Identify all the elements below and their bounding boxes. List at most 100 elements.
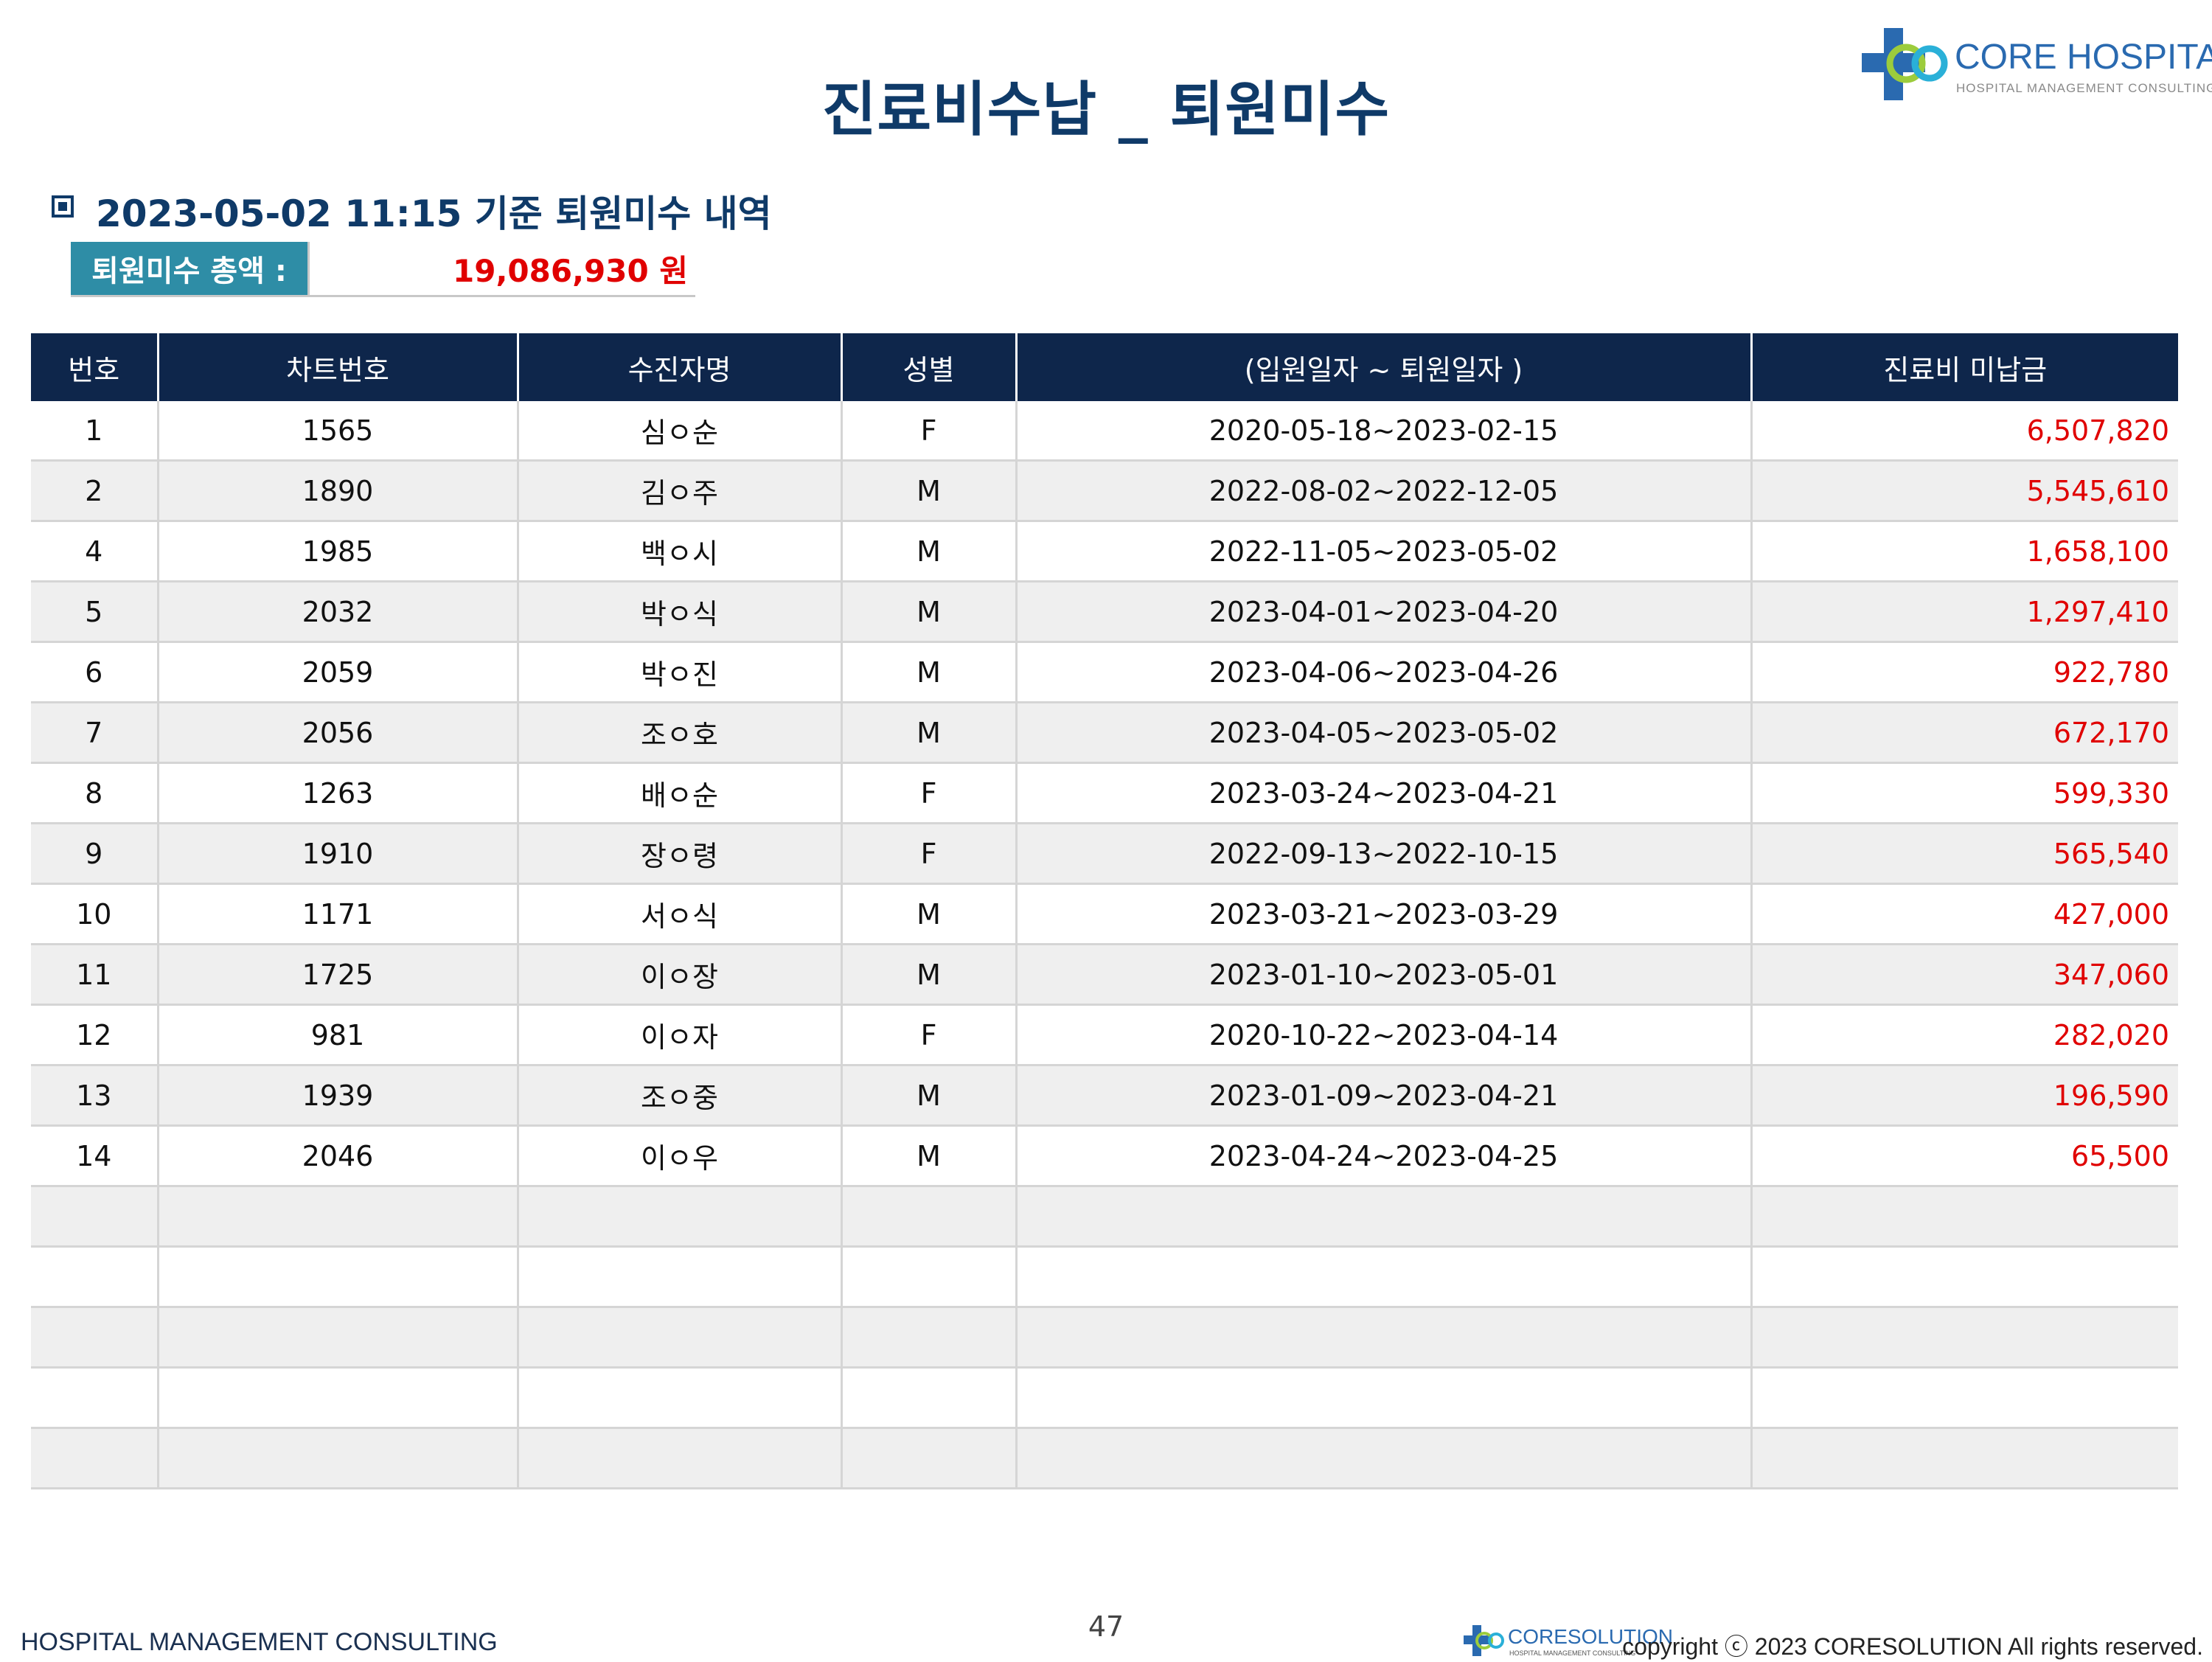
cell-number <box>31 1367 158 1429</box>
cell-patient-name: 장ㅇ령 <box>516 823 841 885</box>
table-row: 5 2032 박ㅇ식 M 2023-04-01~2023-04-20 1,297,410 <box>31 581 2178 643</box>
cell-sex: M <box>840 702 1016 764</box>
table-row: 9 1910 장ㅇ령 F 2022-09-13~2022-10-15 565,540 <box>31 823 2178 885</box>
cell-chart-number: 2059 <box>156 641 518 703</box>
core-hospital-logo-icon <box>1862 28 1948 100</box>
table-row: 13 1939 조ㅇ중 M 2023-01-09~2023-04-21 196,590 <box>31 1065 2178 1127</box>
cell-patient-name: 서ㅇ식 <box>516 883 841 945</box>
cell-patient-name: 이ㅇ장 <box>516 944 841 1006</box>
cell-unpaid-amount <box>1750 1246 2178 1308</box>
footer-left-text: HOSPITAL MANAGEMENT CONSULTING <box>21 1628 498 1656</box>
cell-sex <box>840 1307 1016 1369</box>
cell-chart-number <box>156 1186 518 1248</box>
cell-chart-number: 1890 <box>156 460 518 522</box>
cell-period <box>1015 1307 1751 1369</box>
cell-period: 2023-04-06~2023-04-26 <box>1015 641 1751 703</box>
cell-chart-number: 1910 <box>156 823 518 885</box>
cell-period <box>1015 1246 1751 1308</box>
cell-period: 2023-03-24~2023-04-21 <box>1015 762 1751 824</box>
cell-sex: M <box>840 521 1016 583</box>
table-row: 4 1985 백ㅇ시 M 2022-11-05~2023-05-02 1,658,100 <box>31 521 2178 583</box>
cell-unpaid-amount: 65,500 <box>1750 1125 2178 1187</box>
cell-chart-number: 2046 <box>156 1125 518 1187</box>
cell-unpaid-amount: 922,780 <box>1750 641 2178 703</box>
total-value: 19,086,930 원 <box>453 252 688 289</box>
footer-logo-name: CORESOLUTION <box>1508 1625 1674 1648</box>
cell-unpaid-amount: 427,000 <box>1750 883 2178 945</box>
table-row: 11 1725 이ㅇ장 M 2023-01-10~2023-05-01 347,060 <box>31 944 2178 1006</box>
table-row: 12 981 이ㅇ자 F 2020-10-22~2023-04-14 282,020 <box>31 1004 2178 1066</box>
cell-number: 8 <box>31 762 158 824</box>
cell-unpaid-amount: 196,590 <box>1750 1065 2178 1127</box>
cell-number: 7 <box>31 702 158 764</box>
cell-period: 2022-08-02~2022-12-05 <box>1015 460 1751 522</box>
cell-sex: F <box>840 762 1016 824</box>
cell-period: 2022-11-05~2023-05-02 <box>1015 521 1751 583</box>
table-row: 2 1890 김ㅇ주 M 2022-08-02~2022-12-05 5,545,610 <box>31 460 2178 522</box>
cell-number: 1 <box>31 401 158 462</box>
cell-number: 13 <box>31 1065 158 1127</box>
cell-patient-name: 배ㅇ순 <box>516 762 841 824</box>
cell-sex: M <box>840 641 1016 703</box>
cell-chart-number: 2056 <box>156 702 518 764</box>
cell-chart-number <box>156 1367 518 1429</box>
cell-patient-name: 심ㅇ순 <box>516 401 841 462</box>
col-header-sex: 성별 <box>840 333 1016 401</box>
col-header-chart-number: 차트번호 <box>156 333 518 401</box>
cell-patient-name <box>516 1186 841 1248</box>
cell-patient-name: 박ㅇ식 <box>516 581 841 643</box>
cell-patient-name <box>516 1428 841 1489</box>
table-row: 14 2046 이ㅇ우 M 2023-04-24~2023-04-25 65,500 <box>31 1125 2178 1187</box>
table-row: 7 2056 조ㅇ호 M 2023-04-05~2023-05-02 672,170 <box>31 702 2178 764</box>
cell-number: 11 <box>31 944 158 1006</box>
cell-chart-number: 1939 <box>156 1065 518 1127</box>
col-header-number: 번호 <box>31 333 158 401</box>
cell-number: 5 <box>31 581 158 643</box>
cell-number: 4 <box>31 521 158 583</box>
cell-unpaid-amount: 672,170 <box>1750 702 2178 764</box>
cell-period: 2020-05-18~2023-02-15 <box>1015 401 1751 462</box>
table-row <box>31 1186 2178 1248</box>
cell-patient-name: 김ㅇ주 <box>516 460 841 522</box>
cell-patient-name <box>516 1367 841 1429</box>
cell-chart-number: 1263 <box>156 762 518 824</box>
cell-patient-name <box>516 1246 841 1308</box>
total-summary: 퇴원미수 총액 : 19,086,930 원 <box>71 242 695 297</box>
col-header-period: (입원일자 ~ 퇴원일자 ) <box>1015 333 1751 401</box>
cell-unpaid-amount: 1,297,410 <box>1750 581 2178 643</box>
cell-sex <box>840 1428 1016 1489</box>
cell-unpaid-amount: 6,507,820 <box>1750 401 2178 462</box>
cell-chart-number <box>156 1246 518 1308</box>
page-number: 47 <box>1088 1610 1124 1643</box>
table-row: 1 1565 심ㅇ순 F 2020-05-18~2023-02-15 6,507,820 <box>31 401 2178 462</box>
cell-patient-name: 박ㅇ진 <box>516 641 841 703</box>
section-heading: 2023-05-02 11:15 기준 퇴원미수 내역 <box>52 184 772 237</box>
cell-period: 2023-04-05~2023-05-02 <box>1015 702 1751 764</box>
cell-unpaid-amount: 347,060 <box>1750 944 2178 1006</box>
square-bullet-icon <box>52 195 74 218</box>
cell-chart-number <box>156 1307 518 1369</box>
cell-unpaid-amount <box>1750 1367 2178 1429</box>
cell-period <box>1015 1186 1751 1248</box>
coresolution-logo-icon <box>1464 1625 1504 1656</box>
cell-number <box>31 1307 158 1369</box>
cell-sex: F <box>840 1004 1016 1066</box>
cell-number: 10 <box>31 883 158 945</box>
coresolution-logo: CORESOLUTION HOSPITAL MANAGEMENT CONSULT… <box>1464 1624 1673 1658</box>
cell-number <box>31 1428 158 1489</box>
cell-chart-number: 1725 <box>156 944 518 1006</box>
cell-number: 2 <box>31 460 158 522</box>
cell-number: 6 <box>31 641 158 703</box>
cell-chart-number: 2032 <box>156 581 518 643</box>
cell-sex: M <box>840 944 1016 1006</box>
cell-period: 2023-03-21~2023-03-29 <box>1015 883 1751 945</box>
cell-period <box>1015 1367 1751 1429</box>
cell-sex: M <box>840 1065 1016 1127</box>
cell-number <box>31 1186 158 1248</box>
logo-subtitle: HOSPITAL MANAGEMENT CONSULTING <box>1956 81 2212 95</box>
cell-sex: F <box>840 401 1016 462</box>
cell-patient-name: 이ㅇ우 <box>516 1125 841 1187</box>
table-header-row: 번호 차트번호 수진자명 성별 (입원일자 ~ 퇴원일자 ) 진료비 미납금 <box>31 333 2178 401</box>
cell-chart-number <box>156 1428 518 1489</box>
table-row <box>31 1246 2178 1308</box>
